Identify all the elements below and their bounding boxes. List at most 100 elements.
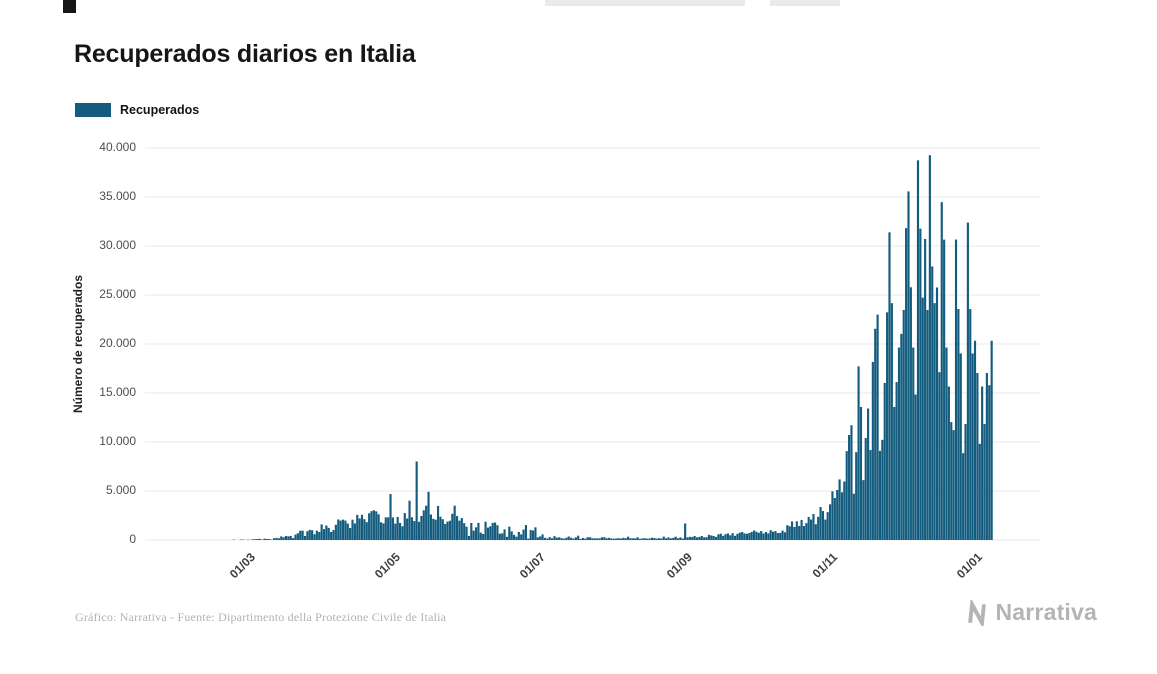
bar: [750, 531, 753, 540]
bar: [667, 537, 670, 540]
bar: [909, 287, 912, 540]
bar: [622, 537, 625, 540]
bar: [743, 533, 746, 540]
bar: [311, 530, 314, 540]
bar: [491, 522, 494, 540]
bar: [555, 537, 558, 540]
bar: [990, 340, 993, 540]
bar: [515, 536, 518, 540]
bar: [377, 514, 380, 540]
bar: [850, 425, 853, 540]
bar: [586, 537, 589, 540]
bar: [638, 538, 642, 540]
bar: [593, 538, 596, 540]
bar: [263, 538, 266, 540]
bar: [731, 533, 734, 540]
bar: [852, 493, 855, 540]
bar: [508, 526, 511, 540]
bar: [798, 525, 801, 540]
bar: [745, 533, 748, 540]
bar: [301, 530, 304, 540]
bar: [619, 538, 623, 540]
bar: [536, 537, 539, 540]
bar: [493, 522, 497, 540]
bar: [501, 533, 504, 540]
bar: [398, 522, 402, 540]
bar: [598, 538, 601, 540]
bar: [776, 533, 779, 540]
bar: [356, 514, 359, 540]
bar: [881, 439, 884, 540]
bar: [268, 539, 271, 540]
bar: [372, 510, 375, 540]
bar: [465, 526, 468, 540]
bar: [532, 530, 535, 540]
bar: [783, 532, 787, 540]
bar: [351, 519, 354, 540]
bar: [964, 424, 967, 540]
bar: [572, 538, 575, 540]
bar: [817, 516, 820, 540]
bar: [722, 535, 725, 540]
bar: [848, 434, 851, 540]
bar: [551, 538, 554, 540]
bar: [878, 450, 882, 540]
bar: [724, 534, 727, 540]
bar: [463, 523, 466, 540]
bar: [474, 527, 478, 540]
bar: [962, 453, 965, 540]
bar: [303, 536, 307, 540]
bar: [895, 382, 898, 540]
bar: [477, 522, 480, 540]
bar: [657, 538, 661, 540]
bar: [648, 538, 651, 540]
bar: [439, 516, 442, 540]
bar: [719, 533, 722, 540]
bar: [425, 505, 428, 540]
bar: [548, 537, 551, 540]
bar: [966, 222, 969, 540]
bar: [698, 536, 701, 540]
bar: [807, 516, 810, 540]
bar: [522, 529, 525, 540]
y-tick-label: 15.000: [99, 385, 136, 399]
bar: [277, 538, 280, 540]
bar: [280, 536, 283, 540]
bar: [479, 532, 482, 540]
bar: [287, 536, 290, 540]
bar: [432, 518, 435, 540]
bar: [513, 534, 516, 540]
legend-label: Recuperados: [120, 103, 200, 117]
bar: [484, 521, 487, 540]
y-tick-label: 30.000: [99, 238, 136, 252]
bar: [662, 536, 665, 540]
top-edge-smudge: [770, 0, 840, 6]
bar: [931, 266, 934, 540]
bar: [802, 526, 806, 540]
bar: [436, 506, 440, 540]
bar: [947, 386, 950, 540]
bar: [341, 519, 345, 540]
bar: [413, 521, 416, 540]
bar: [869, 450, 872, 540]
bar: [940, 202, 943, 540]
bar: [410, 517, 413, 540]
legend: Recuperados: [75, 103, 199, 117]
bar: [883, 382, 886, 540]
bar: [826, 512, 829, 540]
bar: [888, 232, 891, 540]
bar: [764, 531, 768, 540]
y-tick-label: 20.000: [99, 336, 136, 350]
bar: [736, 533, 739, 540]
bar: [503, 529, 506, 540]
bar: [788, 526, 791, 540]
bar: [681, 538, 684, 540]
bar: [636, 537, 639, 540]
page-title: Recuperados diarios en Italia: [74, 40, 416, 68]
bar: [358, 518, 361, 540]
bar: [296, 533, 299, 540]
bar: [952, 430, 955, 540]
bar: [831, 491, 834, 540]
bar: [926, 309, 929, 540]
bar: [760, 531, 763, 540]
